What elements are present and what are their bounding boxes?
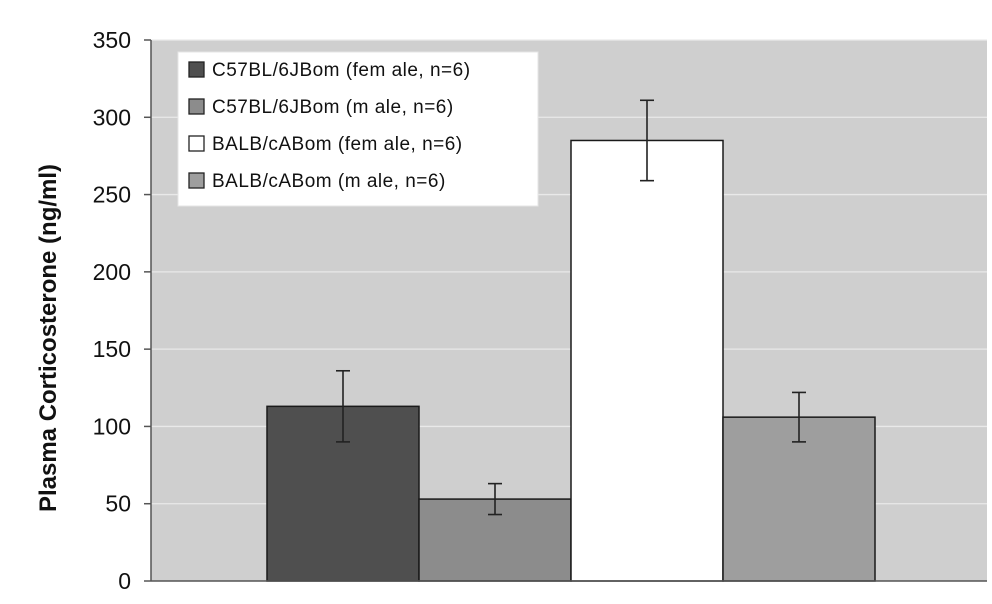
y-tick-label: 300 bbox=[93, 104, 131, 130]
y-tick-label: 150 bbox=[93, 336, 131, 362]
legend-label: C57BL/6JBom (fem ale, n=6) bbox=[212, 60, 471, 81]
legend-box bbox=[177, 51, 539, 207]
legend-swatch bbox=[188, 98, 205, 115]
legend-swatch bbox=[188, 61, 205, 78]
legend-label: BALB/cABom (fem ale, n=6) bbox=[212, 134, 463, 155]
y-tick-label: 0 bbox=[118, 568, 131, 594]
legend-swatch bbox=[188, 135, 205, 152]
y-tick-label: 350 bbox=[93, 27, 131, 53]
y-tick-label: 50 bbox=[105, 491, 131, 517]
y-tick-label: 100 bbox=[93, 413, 131, 439]
y-tick-label: 250 bbox=[93, 182, 131, 208]
legend-swatch bbox=[188, 172, 205, 189]
bar-3 bbox=[570, 139, 724, 582]
legend-label: BALB/cABom (m ale, n=6) bbox=[212, 171, 446, 192]
legend-label: C57BL/6JBom (m ale, n=6) bbox=[212, 97, 454, 118]
y-tick-label: 200 bbox=[93, 259, 131, 285]
y-axis-title: Plasma Corticosterone (ng/ml) bbox=[35, 164, 62, 512]
